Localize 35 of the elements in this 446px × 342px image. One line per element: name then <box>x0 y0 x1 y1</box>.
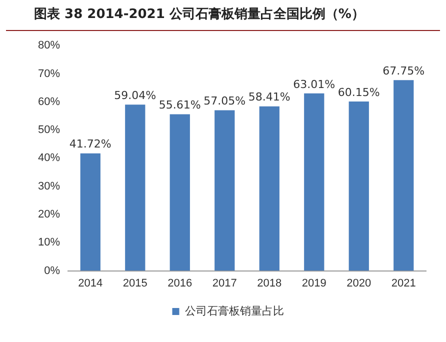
data-label: 57.05% <box>204 94 246 108</box>
x-tick-label: 2016 <box>168 277 192 290</box>
data-label: 55.61% <box>158 98 201 112</box>
data-label: 63.01% <box>293 78 336 91</box>
x-tick-label: 2018 <box>257 277 282 290</box>
y-tick-label: 30% <box>38 180 60 192</box>
x-tick-label: 2020 <box>346 277 372 290</box>
y-tick-label: 10% <box>38 236 60 249</box>
bar <box>214 110 235 271</box>
x-tick-label: 2015 <box>122 277 148 290</box>
y-tick-label: 50% <box>38 124 60 136</box>
chart-title: 图表 38 2014-2021 公司石膏板销量占全国比例（%） <box>6 0 440 31</box>
x-tick-label: 2014 <box>78 277 103 290</box>
data-label: 59.04% <box>114 88 156 102</box>
y-tick-label: 0% <box>44 264 60 277</box>
y-tick-label: 80% <box>38 40 60 52</box>
data-label: 60.15% <box>338 86 380 99</box>
y-tick-label: 60% <box>38 96 60 108</box>
data-label: 58.41% <box>248 90 290 104</box>
bar <box>394 80 414 271</box>
x-tick-label: 2021 <box>391 277 416 290</box>
bar <box>80 153 100 271</box>
bar <box>170 114 190 271</box>
x-tick-label: 2017 <box>212 277 237 290</box>
bar <box>304 93 324 271</box>
data-label: 67.75% <box>382 64 425 78</box>
legend-label: 公司石膏板销量占比 <box>184 304 284 318</box>
y-tick-label: 20% <box>38 208 60 221</box>
bar <box>259 106 280 271</box>
x-tick-label: 2019 <box>302 277 326 290</box>
bar <box>125 104 146 271</box>
bar <box>348 101 369 271</box>
data-label: 41.72% <box>69 138 112 151</box>
y-tick-label: 40% <box>38 152 60 164</box>
y-tick-label: 70% <box>38 68 60 80</box>
